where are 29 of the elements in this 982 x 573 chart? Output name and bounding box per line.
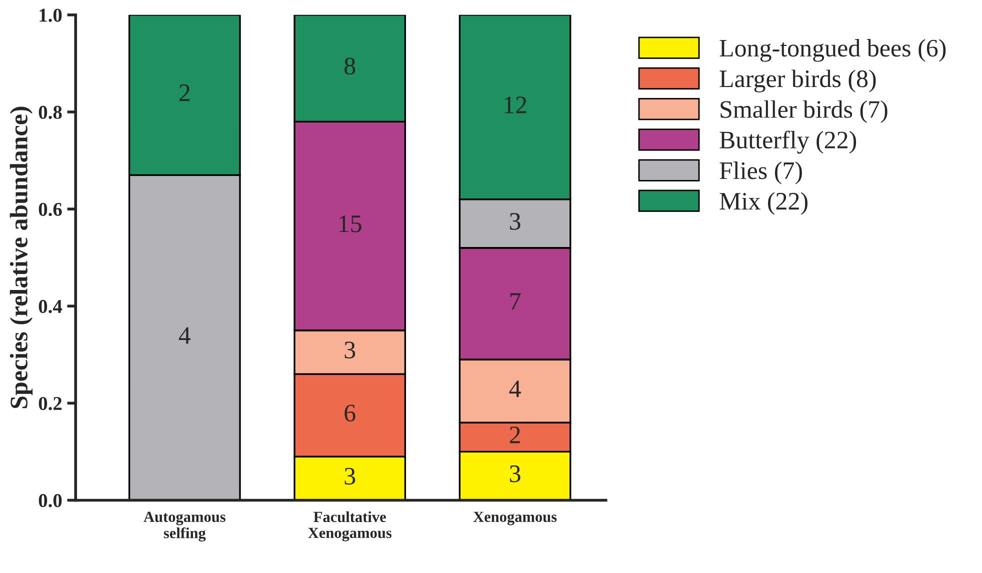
annotation: 3	[510, 213, 520, 230]
x-tick-label: Facultative Xenogamous	[308, 511, 392, 542]
legend-label: Mix (22)	[720, 192, 808, 215]
annotation: 3	[344, 468, 356, 485]
annotation: 6	[344, 404, 356, 422]
annotation: 2	[510, 426, 520, 444]
legend-label: Flies (7)	[720, 162, 802, 184]
annotation: 8	[344, 58, 356, 75]
y-tick-label: 0.8	[38, 106, 62, 119]
legend-label: Smaller birds (7)	[720, 100, 888, 124]
y-axis-title: Species (relative abundance)	[10, 106, 33, 408]
annotation: 4	[509, 380, 521, 398]
annotation: 2	[179, 84, 190, 101]
annotation: 3	[344, 342, 356, 358]
legend-label: Butterfly (22)	[720, 130, 856, 154]
annotation: 3	[510, 465, 520, 482]
annotation: 4	[178, 327, 191, 344]
x-tick-label: Autogamous selfing	[144, 512, 226, 542]
legend-label: Long-tongued bees (6)	[720, 39, 946, 62]
y-tick-label: 0.0	[38, 494, 62, 508]
y-tick-label: 0.2	[38, 396, 62, 410]
annotation: 15	[340, 216, 362, 232]
y-tick-label: 0.6	[38, 202, 62, 216]
annotation: 7	[510, 293, 521, 310]
y-tick-label: 0.4	[38, 300, 62, 314]
legend-label: Larger birds (8)	[720, 70, 876, 92]
x-tick-label: Xenogamous	[473, 512, 557, 526]
y-tick-label: 1.0	[40, 8, 62, 22]
annotation: 12	[504, 96, 526, 114]
